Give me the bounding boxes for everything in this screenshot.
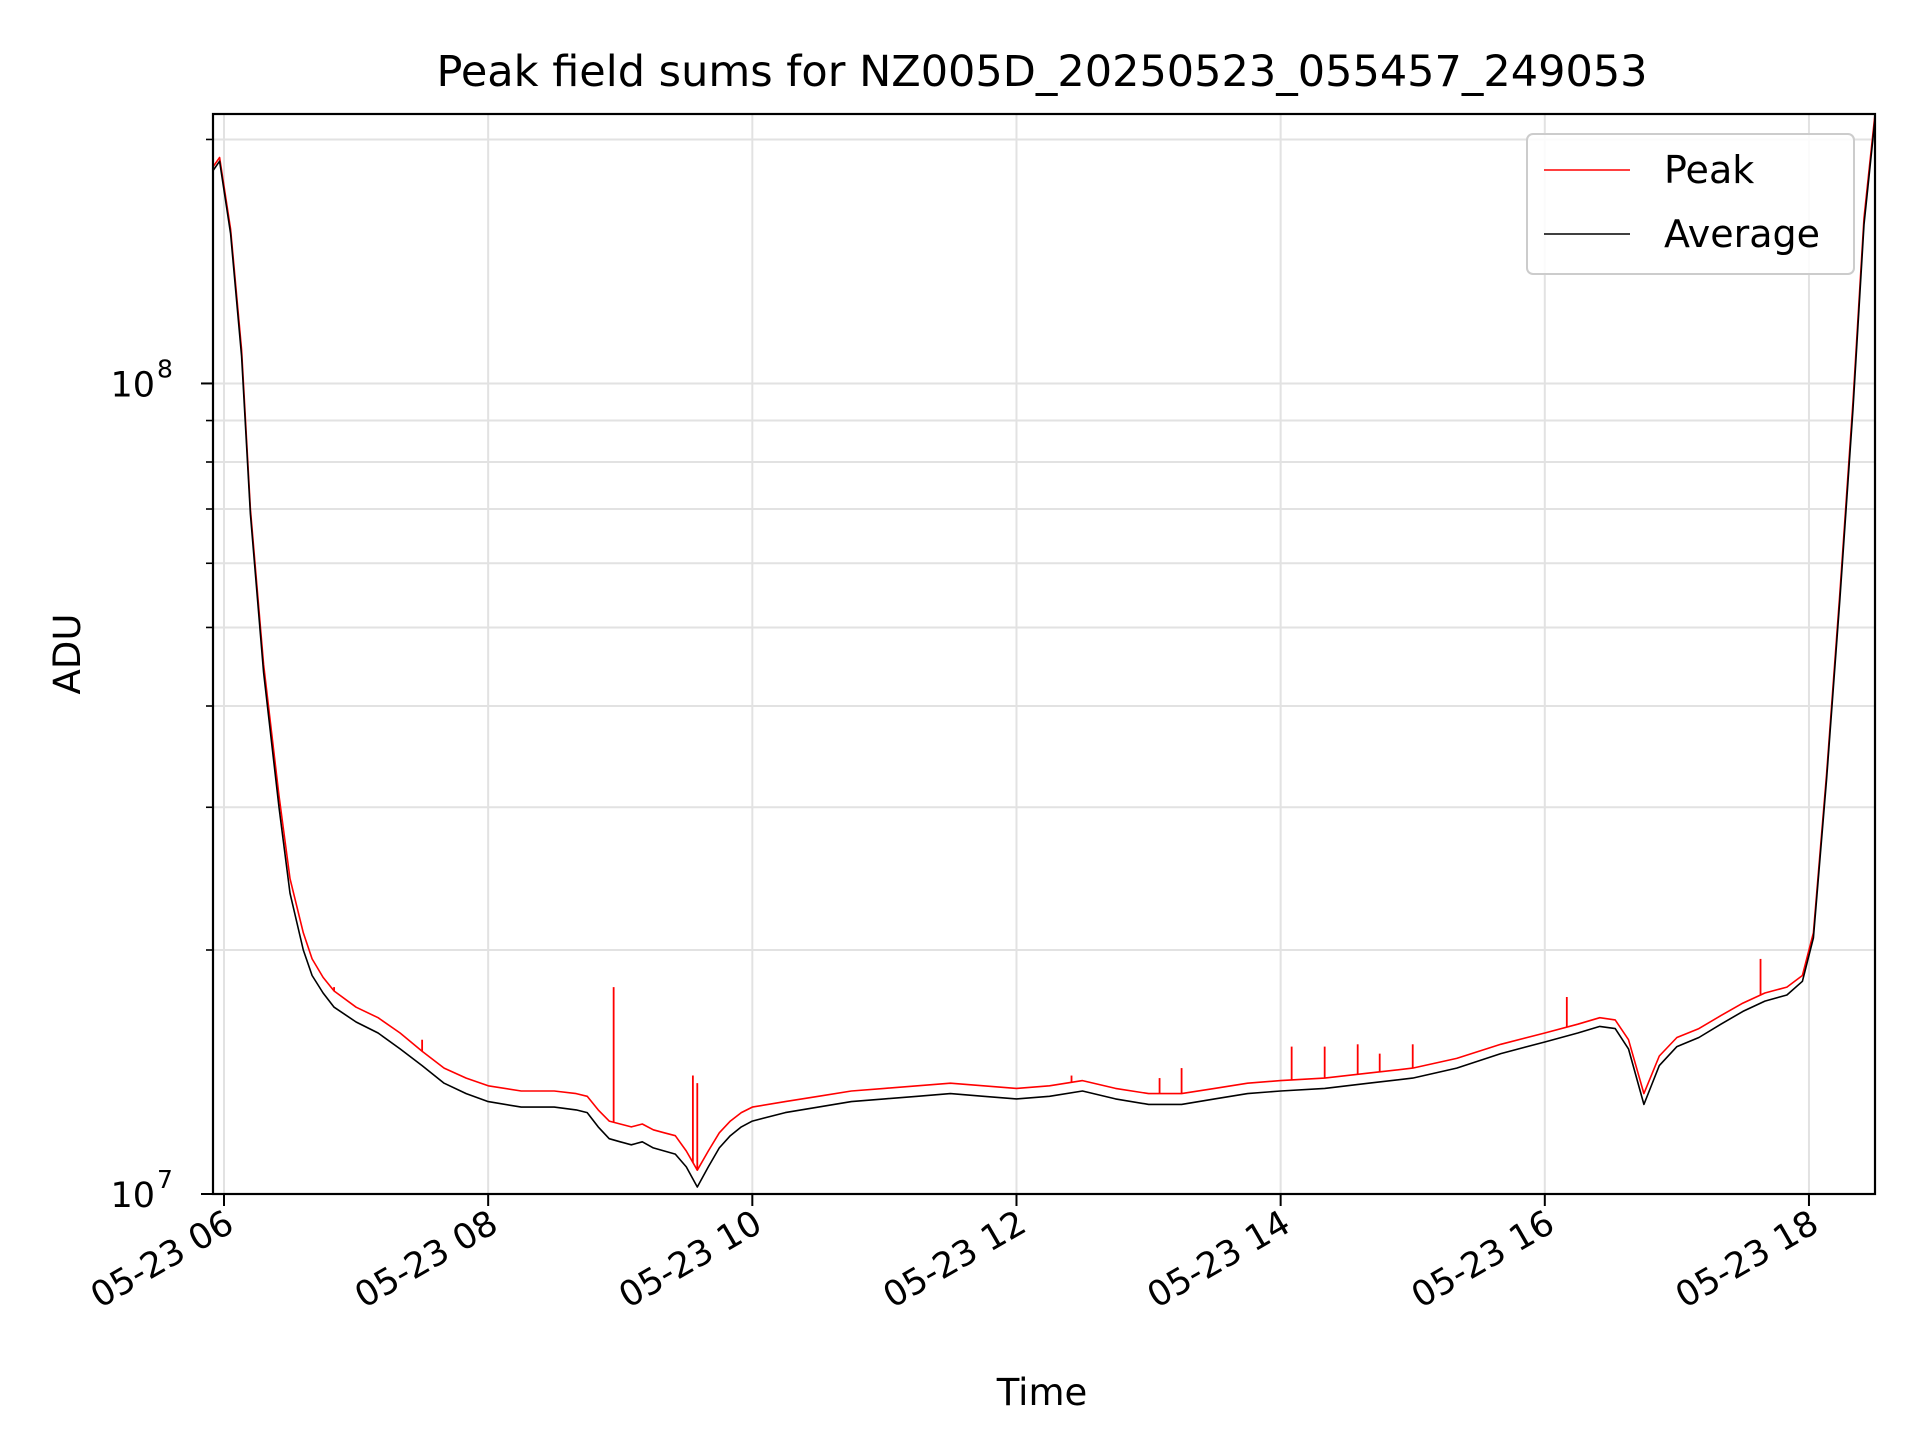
legend-label-peak: Peak — [1664, 148, 1754, 192]
y-tick-label-base: 10 — [110, 365, 155, 405]
y-tick-label-base: 10 — [110, 1176, 155, 1216]
chart-title: Peak field sums for NZ005D_20250523_0554… — [436, 47, 1647, 97]
y-tick-label-exponent: 7 — [157, 1165, 173, 1194]
legend-box — [1526, 133, 1855, 275]
plot-lines — [213, 114, 1875, 1188]
y-tick-label-exponent: 8 — [157, 354, 173, 383]
series-line-average — [213, 118, 1875, 1188]
legend-label-average: Average — [1664, 212, 1820, 256]
plot-frame — [211, 112, 1877, 1196]
legend: Peak Average — [1526, 133, 1855, 275]
x-axis-label: Time — [996, 1371, 1088, 1414]
y-tick-label: 10 8 — [110, 354, 172, 405]
y-axis-label: ADU — [46, 614, 89, 695]
y-tick-label: 10 7 — [110, 1165, 172, 1216]
series-line-peak — [213, 114, 1875, 1171]
